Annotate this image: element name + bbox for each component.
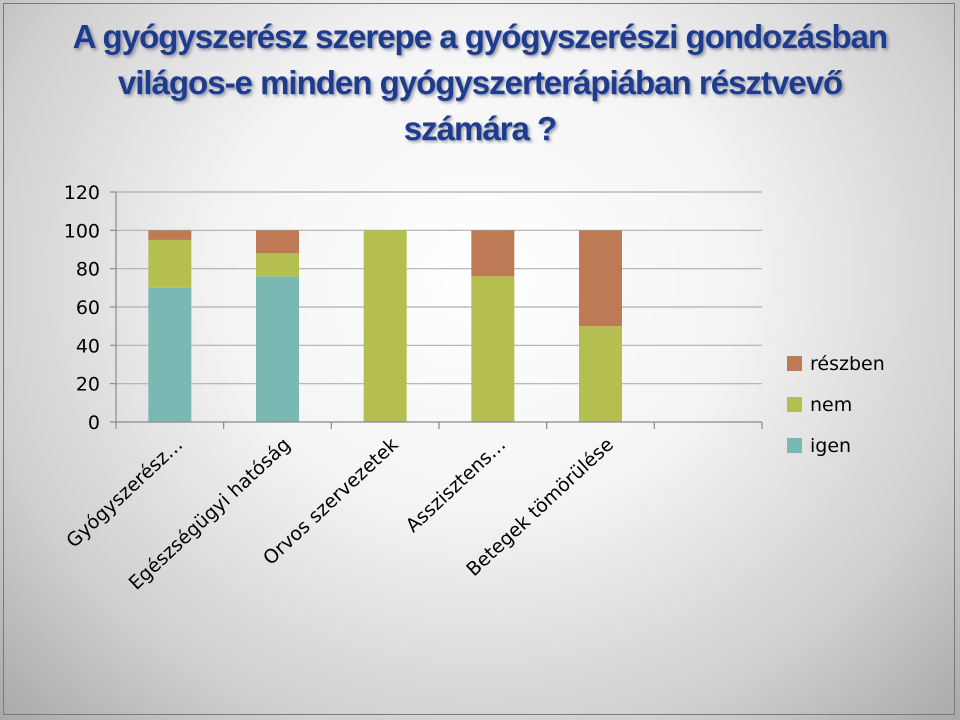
gridlines: [116, 191, 762, 385]
bar-segment-részben: [579, 230, 622, 327]
legend-label: igen: [810, 435, 851, 457]
y-tick-label: 0: [88, 412, 100, 434]
bar-segment-igen: [256, 276, 299, 422]
slide-frame: [3, 3, 955, 715]
axes: [110, 191, 763, 429]
bar-segment-igen: [148, 287, 192, 422]
legend-label: nem: [810, 394, 852, 416]
title-line-1: A gyógyszerész szerepe a gyógyszerészi g…: [72, 18, 888, 55]
bar-segment-nem: [256, 253, 299, 277]
x-category-label: Gyógyszerész…: [62, 434, 187, 553]
y-tick-label: 100: [64, 220, 100, 242]
y-tick-label: 60: [76, 297, 100, 319]
title-line-3: számára ?: [403, 110, 557, 147]
bar-segment-részben: [256, 230, 299, 254]
legend-swatch-nem: [787, 397, 802, 412]
bar-segment-részben: [471, 230, 515, 277]
y-tick-label: 120: [64, 182, 100, 204]
slide-title: A gyógyszerész szerepe a gyógyszerészi g…: [0, 14, 960, 152]
legend-swatch-részben: [787, 356, 802, 371]
bar-segment-nem: [579, 326, 622, 422]
bar-segment-nem: [363, 230, 407, 422]
y-tick-label: 40: [76, 335, 100, 357]
legend: részben nem igen: [787, 353, 885, 457]
title-line-2: világos-e minden gyógyszerterápiában rés…: [117, 64, 843, 101]
bar-segment-részben: [148, 230, 192, 240]
x-category-label: Asszisztens…: [402, 434, 511, 537]
bar-segment-nem: [148, 239, 192, 288]
y-tick-label: 80: [76, 259, 100, 281]
y-tick-labels: 0 20 40 60 80 100 120: [64, 182, 100, 434]
bars: [148, 230, 622, 422]
legend-label: részben: [810, 353, 885, 375]
legend-swatch-igen: [787, 438, 802, 453]
bar-segment-nem: [471, 276, 515, 422]
y-tick-label: 20: [76, 374, 100, 396]
